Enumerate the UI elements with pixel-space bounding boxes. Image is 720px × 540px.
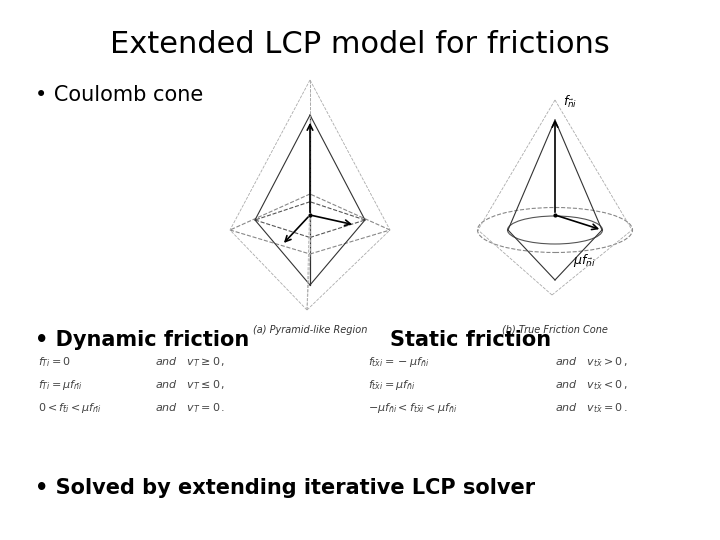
Text: $\mu f_{\vec{n}i}$: $\mu f_{\vec{n}i}$ [573,252,595,269]
Text: $and \quad v_{\bar{tx}} < 0\,,$: $and \quad v_{\bar{tx}} < 0\,,$ [555,378,629,392]
Text: (b) True Friction Cone: (b) True Friction Cone [502,325,608,335]
Text: $f_{\bar{tx}i} = \mu f_{\bar{n}i}$: $f_{\bar{tx}i} = \mu f_{\bar{n}i}$ [368,378,415,392]
Text: $and \quad v_{\bar{T}} \leq 0\,,$: $and \quad v_{\bar{T}} \leq 0\,,$ [155,378,225,392]
Text: $0 < f_{\bar{t}i} < \mu f_{\bar{n}i}$: $0 < f_{\bar{t}i} < \mu f_{\bar{n}i}$ [38,401,102,415]
Text: $-\mu f_{\bar{n}i} < f_{\bar{tx}i} < \mu f_{\bar{n}i}$: $-\mu f_{\bar{n}i} < f_{\bar{tx}i} < \mu… [368,401,457,415]
Text: $and \quad v_{\bar{tx}} > 0\,,$: $and \quad v_{\bar{tx}} > 0\,,$ [555,355,629,369]
Text: • Coulomb cone: • Coulomb cone [35,85,203,105]
Text: • Solved by extending iterative LCP solver: • Solved by extending iterative LCP solv… [35,478,535,498]
Text: • Dynamic friction: • Dynamic friction [35,330,249,350]
Text: $f_{\bar{tx}i} = -\mu f_{\bar{n}i}$: $f_{\bar{tx}i} = -\mu f_{\bar{n}i}$ [368,355,429,369]
Text: $f_{\bar{T}i} = 0$: $f_{\bar{T}i} = 0$ [38,355,71,369]
Text: Extended LCP model for frictions: Extended LCP model for frictions [110,30,610,59]
Text: $f_{\bar{T}i} = \mu f_{\bar{n}i}$: $f_{\bar{T}i} = \mu f_{\bar{n}i}$ [38,378,83,392]
Text: $and \quad v_{\bar{tx}} = 0\,.$: $and \quad v_{\bar{tx}} = 0\,.$ [555,401,629,415]
Text: $and \quad v_{\bar{T}} = 0\,.$: $and \quad v_{\bar{T}} = 0\,.$ [155,401,225,415]
Text: $and \quad v_{\bar{T}} \geq 0\,,$: $and \quad v_{\bar{T}} \geq 0\,,$ [155,355,225,369]
Text: Static friction: Static friction [390,330,551,350]
Text: $f_{\vec{n}i}$: $f_{\vec{n}i}$ [563,94,577,110]
Text: (a) Pyramid-like Region: (a) Pyramid-like Region [253,325,367,335]
